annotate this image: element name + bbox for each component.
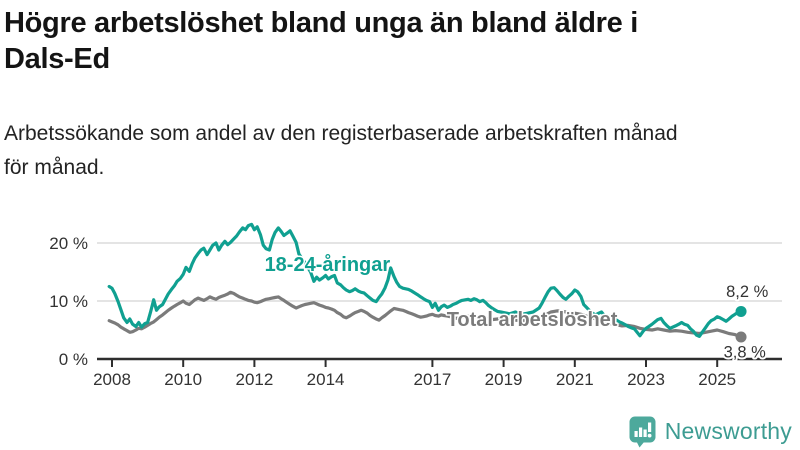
newsworthy-logo: Newsworthy bbox=[628, 415, 792, 447]
x-axis-label-2021: 2021 bbox=[556, 370, 594, 389]
x-axis-label-2014: 2014 bbox=[307, 370, 345, 389]
end-value-label-Total arbetslöshet: 3,8 % bbox=[724, 343, 767, 361]
series-endpoint-dot-Total arbetslöshet bbox=[735, 331, 747, 343]
newsworthy-wordmark: Newsworthy bbox=[664, 417, 792, 444]
x-axis-label-2017: 2017 bbox=[413, 370, 451, 389]
page-title: Högre arbetslöshet bland unga än bland ä… bbox=[4, 5, 794, 77]
series-line-Total arbetslöshet bbox=[107, 290, 743, 339]
x-axis-label-2010: 2010 bbox=[164, 370, 202, 389]
y-axis-label-10: 10 % bbox=[49, 292, 88, 311]
page-title-line1: Högre arbetslöshet bland unga än bland ä… bbox=[4, 7, 638, 39]
chart-subtitle: Arbetssökande som andel av den registerb… bbox=[4, 117, 794, 185]
newsworthy-bubble-chart-icon bbox=[629, 416, 656, 447]
chart-subtitle-line2: för månad. bbox=[4, 156, 105, 179]
x-axis-label-2019: 2019 bbox=[485, 370, 523, 389]
x-axis-label-2008: 2008 bbox=[93, 370, 131, 389]
series-line-18-24-åringar bbox=[107, 222, 743, 338]
series-endpoint-dot-18-24-åringar bbox=[735, 305, 747, 317]
x-axis-label-2012: 2012 bbox=[235, 370, 273, 389]
x-axis-label-2025: 2025 bbox=[698, 370, 736, 389]
series-label-18-24-åringar: 18-24-åringar bbox=[265, 253, 391, 276]
series-label-Total arbetslöshet: Total arbetslöshet bbox=[447, 309, 618, 331]
x-axis-label-2023: 2023 bbox=[627, 370, 665, 389]
y-axis-label-0: 0 % bbox=[59, 350, 88, 369]
chart-subtitle-line1: Arbetssökande som andel av den registerb… bbox=[4, 122, 678, 145]
page-title-line2: Dals-Ed bbox=[4, 43, 110, 75]
end-value-label-18-24-åringar: 8,2 % bbox=[726, 283, 769, 301]
y-axis-label-20: 20 % bbox=[49, 234, 88, 253]
